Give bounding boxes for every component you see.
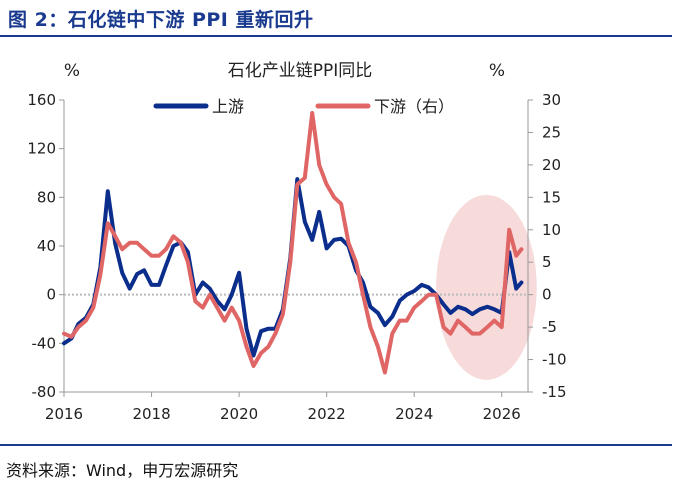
x-tick-label: 2016 xyxy=(45,405,83,423)
source-note: 资料来源：Wind，申万宏源研究 xyxy=(6,461,239,480)
right-tick-label: -10 xyxy=(542,351,567,369)
left-tick-label: 80 xyxy=(37,188,56,206)
figure-title: 图 2：石化链中下游 PPI 重新回升 xyxy=(8,9,314,31)
left-unit-label: % xyxy=(64,61,80,81)
left-tick-label: 0 xyxy=(46,286,56,304)
right-tick-label: 20 xyxy=(542,156,561,174)
highlight-ellipse xyxy=(436,194,537,380)
right-tick-label: -5 xyxy=(542,318,557,336)
series-layer xyxy=(62,111,524,375)
x-tick-label: 2018 xyxy=(132,405,170,423)
right-tick-label: 30 xyxy=(542,91,561,109)
legend-layer: 上游 下游（右） xyxy=(153,97,454,116)
chart-title: 石化产业链PPI同比 xyxy=(228,61,373,81)
right-tick-label: 0 xyxy=(542,286,552,304)
right-tick-label: 15 xyxy=(542,188,561,206)
left-tick-label: -80 xyxy=(32,383,57,401)
right-tick-label: 25 xyxy=(542,123,561,141)
legend-downstream-label: 下游（右） xyxy=(374,97,454,116)
series-line-downstream xyxy=(62,111,524,375)
bottom-rule xyxy=(0,444,672,446)
right-unit-label: % xyxy=(489,61,505,81)
left-tick-label: 40 xyxy=(37,237,56,255)
axes-layer: -80 -40 0 40 80 120 160 -15 -10 -5 0 5 10 15 20 25 30 201… xyxy=(27,91,566,423)
x-tick-label: 2026 xyxy=(483,405,521,423)
left-tick-label: 120 xyxy=(27,140,56,158)
x-tick-label: 2024 xyxy=(395,405,433,423)
x-tick-label: 2022 xyxy=(308,405,346,423)
right-tick-label: 10 xyxy=(542,221,561,239)
highlight-layer xyxy=(436,194,537,380)
top-rule xyxy=(0,35,672,37)
right-tick-label: 5 xyxy=(542,253,552,271)
right-tick-label: -15 xyxy=(542,383,567,401)
left-tick-label: 160 xyxy=(27,91,56,109)
left-tick-label: -40 xyxy=(32,334,57,352)
labels-layer: 石化产业链PPI同比%% xyxy=(64,61,505,81)
x-tick-label: 2020 xyxy=(220,405,258,423)
legend-upstream-label: 上游 xyxy=(212,97,244,116)
